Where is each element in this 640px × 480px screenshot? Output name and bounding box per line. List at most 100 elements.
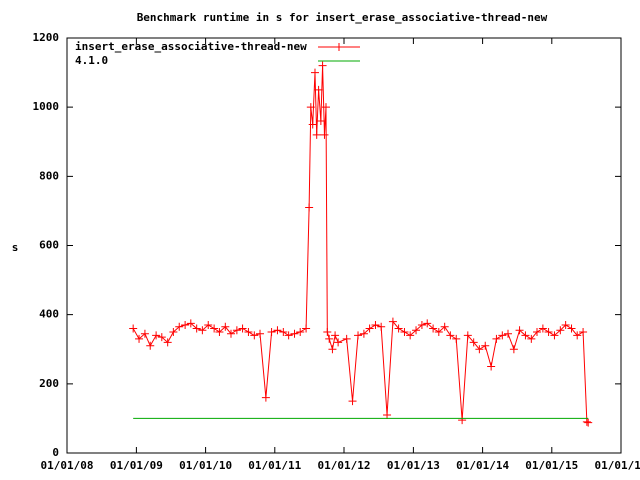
point-marker — [314, 85, 323, 94]
point-marker — [308, 120, 317, 129]
y-tick-label: 1200 — [33, 31, 60, 44]
point-marker — [515, 326, 524, 335]
point-marker — [215, 327, 224, 336]
point-marker — [316, 117, 325, 125]
point-marker — [310, 68, 319, 77]
point-marker — [487, 362, 496, 371]
point-marker — [452, 334, 461, 343]
point-marker — [469, 338, 478, 347]
point-marker — [584, 418, 593, 427]
point-marker — [527, 334, 536, 343]
point-marker — [556, 326, 565, 335]
point-marker — [475, 345, 484, 354]
point-marker — [221, 322, 230, 331]
point-marker — [544, 327, 553, 336]
point-marker — [284, 331, 293, 340]
point-marker — [383, 410, 392, 419]
point-marker — [306, 103, 315, 112]
point-marker — [227, 329, 236, 338]
point-marker — [348, 397, 357, 406]
point-marker — [328, 345, 337, 354]
point-marker — [481, 341, 490, 350]
point-marker — [273, 326, 282, 335]
x-tick-label: 01/01/11 — [248, 459, 301, 472]
plot-frame — [66, 37, 622, 454]
point-marker — [318, 61, 327, 70]
point-marker — [359, 329, 368, 338]
point-marker — [323, 327, 332, 336]
point-marker — [181, 321, 190, 330]
point-marker — [377, 322, 386, 331]
point-marker — [567, 324, 576, 333]
point-marker — [256, 329, 265, 338]
point-marker — [458, 416, 467, 425]
point-marker — [186, 319, 195, 328]
point-marker — [331, 331, 340, 340]
point-marker — [250, 331, 259, 340]
y-tick-label: 400 — [39, 308, 59, 321]
point-marker — [509, 345, 518, 354]
point-marker — [446, 331, 455, 340]
point-marker — [279, 327, 288, 336]
legend-label: insert_erase_associative-thread-new — [75, 40, 307, 53]
point-marker — [354, 331, 363, 340]
x-tick-label: 01/01/16 — [595, 459, 640, 472]
point-marker — [434, 327, 443, 336]
point-marker — [463, 331, 472, 340]
x-tick-label: 01/01/09 — [110, 459, 163, 472]
point-marker — [538, 324, 547, 333]
point-marker — [400, 327, 409, 336]
point-marker — [388, 317, 397, 326]
point-marker — [521, 331, 530, 340]
point-marker — [302, 324, 311, 333]
point-marker — [498, 331, 507, 340]
point-marker — [579, 327, 588, 336]
point-marker — [440, 322, 449, 331]
x-tick-label: 01/01/13 — [387, 459, 440, 472]
point-marker — [325, 334, 334, 343]
x-tick-label: 01/01/12 — [318, 459, 371, 472]
point-marker — [146, 341, 155, 350]
legend-marker — [335, 43, 343, 51]
point-marker — [244, 327, 253, 336]
point-marker — [582, 417, 591, 426]
point-marker — [152, 331, 161, 340]
point-marker — [175, 322, 184, 331]
point-marker — [210, 324, 219, 333]
point-marker — [267, 327, 276, 336]
point-marker — [198, 326, 207, 335]
point-marker — [204, 321, 213, 330]
point-marker — [504, 329, 513, 338]
point-marker — [342, 334, 351, 343]
point-marker — [412, 326, 421, 335]
x-tick-label: 01/01/08 — [41, 459, 94, 472]
point-marker — [129, 324, 138, 333]
point-marker — [290, 329, 299, 338]
point-marker — [238, 324, 247, 333]
y-tick-label: 1000 — [33, 100, 60, 113]
x-tick-label: 01/01/10 — [179, 459, 232, 472]
point-marker — [135, 334, 144, 343]
point-marker — [312, 130, 321, 139]
point-marker — [320, 130, 329, 139]
point-marker — [296, 327, 305, 336]
point-marker — [417, 321, 426, 330]
x-tick-label: 01/01/15 — [525, 459, 578, 472]
point-marker — [550, 331, 559, 340]
y-tick-label: 200 — [39, 377, 59, 390]
point-marker — [423, 319, 432, 328]
point-marker — [232, 326, 241, 335]
y-axis-label: s — [12, 241, 19, 254]
series-line — [132, 65, 589, 424]
point-marker — [429, 324, 438, 333]
point-marker — [140, 329, 149, 338]
legend-label: 4.1.0 — [75, 54, 108, 67]
y-tick-label: 800 — [39, 169, 59, 182]
point-marker — [192, 324, 201, 333]
point-marker — [334, 338, 343, 347]
point-marker — [157, 333, 166, 342]
y-tick-label: 600 — [39, 239, 59, 252]
point-marker — [371, 321, 380, 330]
point-marker — [305, 203, 314, 212]
point-marker — [261, 393, 270, 402]
